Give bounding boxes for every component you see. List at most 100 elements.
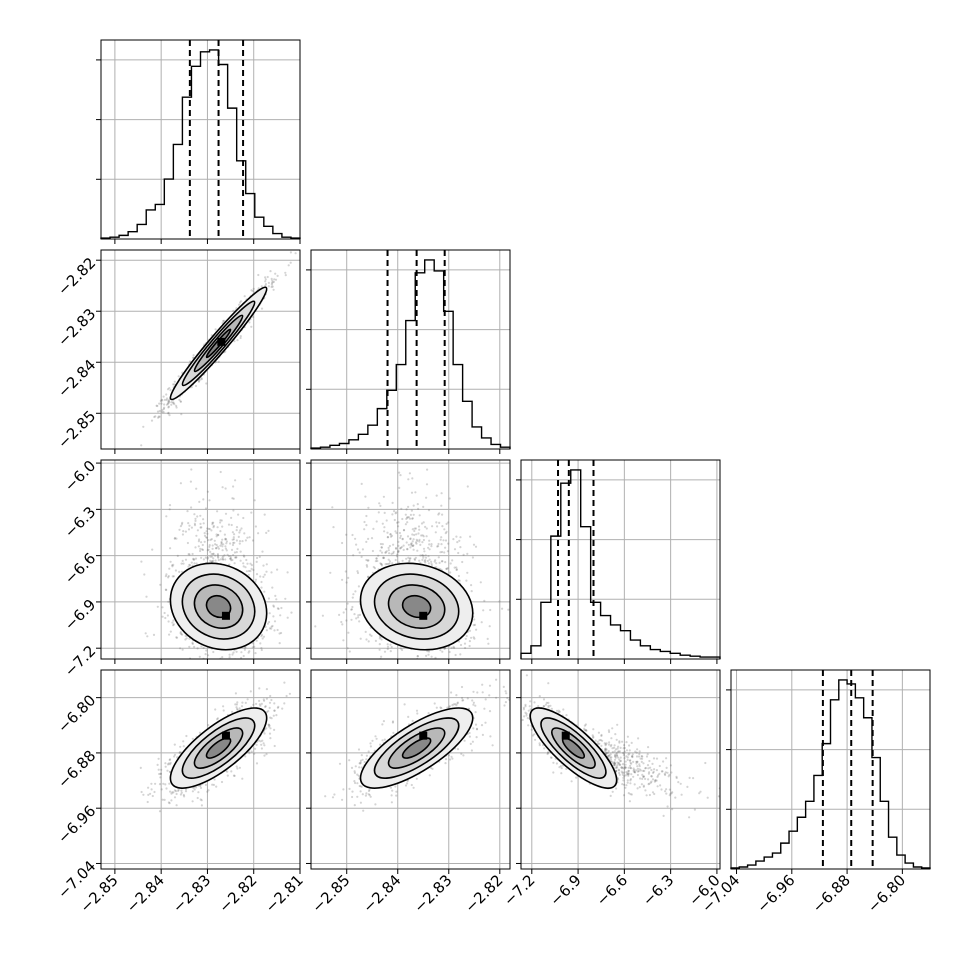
sample-point	[191, 641, 194, 645]
sample-point	[372, 527, 375, 531]
sample-point	[197, 540, 200, 543]
sample-point	[172, 619, 175, 622]
sample-point	[222, 543, 225, 546]
sample-point	[365, 558, 368, 562]
sample-point	[232, 651, 235, 654]
sample-point	[255, 639, 258, 642]
sample-point	[427, 650, 431, 653]
sample-point	[221, 486, 224, 489]
sample-point	[413, 533, 416, 537]
contour-line	[401, 594, 432, 619]
sample-point	[444, 546, 447, 549]
sample-point	[184, 638, 187, 641]
sample-point	[409, 665, 411, 667]
sample-point	[448, 650, 451, 654]
sample-point	[224, 538, 227, 541]
sample-point	[458, 539, 461, 542]
sample-point	[170, 799, 173, 802]
sample-point	[355, 617, 358, 620]
sample-point	[172, 563, 175, 567]
sample-point	[314, 625, 317, 628]
sample-point	[266, 275, 269, 279]
sample-point	[263, 590, 266, 593]
sample-point	[410, 543, 413, 546]
sample-point	[173, 755, 176, 758]
sample-point	[265, 563, 268, 566]
sample-point	[142, 425, 145, 428]
sample-point	[383, 526, 386, 529]
sample-point	[459, 653, 462, 656]
sample-point	[272, 280, 275, 283]
sample-point	[164, 616, 167, 620]
sample-point	[217, 558, 220, 562]
sample-point	[270, 571, 273, 574]
sample-point	[162, 407, 165, 410]
sample-point	[380, 655, 383, 658]
sample-point	[186, 541, 189, 545]
sample-point	[284, 274, 287, 277]
sample-point	[191, 642, 194, 646]
sample-point	[427, 555, 430, 558]
sample-point	[373, 567, 376, 570]
sample-point	[473, 618, 476, 621]
sample-point	[258, 703, 261, 706]
sample-point	[267, 285, 270, 288]
scatter-panel-1-0	[96, 249, 301, 454]
sample-point	[353, 613, 356, 616]
sample-point	[410, 662, 412, 664]
sample-point	[366, 559, 369, 562]
sample-point	[394, 530, 397, 533]
sample-point	[386, 647, 389, 651]
sample-point	[144, 632, 147, 635]
sample-point	[179, 632, 182, 635]
contour-line	[205, 328, 232, 359]
sample-point	[341, 541, 344, 545]
sample-point	[178, 528, 181, 531]
sample-point	[351, 533, 354, 537]
sample-point	[257, 532, 260, 535]
sample-point	[249, 690, 252, 693]
sample-point	[172, 624, 175, 627]
sample-point	[250, 567, 253, 571]
sample-point	[260, 648, 263, 652]
sample-point	[212, 553, 215, 556]
sample-point	[372, 565, 375, 569]
sample-point	[252, 287, 255, 290]
sample-point	[377, 554, 380, 557]
sample-point	[289, 261, 292, 264]
sample-point	[175, 404, 178, 407]
sample-point	[248, 321, 251, 324]
sample-point	[341, 578, 344, 581]
sample-point	[207, 789, 210, 792]
sample-point	[465, 579, 468, 582]
sample-point	[160, 398, 163, 401]
sample-point	[214, 559, 217, 562]
sample-point	[229, 542, 232, 545]
sample-point	[280, 631, 283, 635]
sample-point	[407, 478, 410, 481]
sample-point	[404, 523, 407, 526]
sample-point	[207, 654, 210, 657]
sample-point	[158, 402, 161, 405]
sample-point	[169, 761, 172, 765]
sample-point	[196, 647, 199, 650]
sample-point	[202, 660, 204, 662]
sample-point	[422, 505, 425, 508]
sample-point	[250, 289, 253, 292]
sample-point	[264, 284, 267, 287]
sample-point	[167, 620, 170, 623]
sample-point	[179, 482, 182, 485]
sample-point	[157, 757, 160, 760]
sample-point	[181, 521, 184, 525]
sample-point	[409, 546, 412, 549]
sample-point	[267, 597, 270, 600]
sample-point	[414, 491, 417, 494]
sample-point	[272, 605, 275, 608]
sample-point	[379, 549, 382, 552]
sample-point	[305, 529, 307, 531]
sample-point	[375, 520, 378, 523]
sample-point	[449, 562, 452, 565]
sample-point	[424, 525, 427, 529]
sample-point	[223, 533, 226, 536]
panel-frame	[100, 459, 301, 660]
